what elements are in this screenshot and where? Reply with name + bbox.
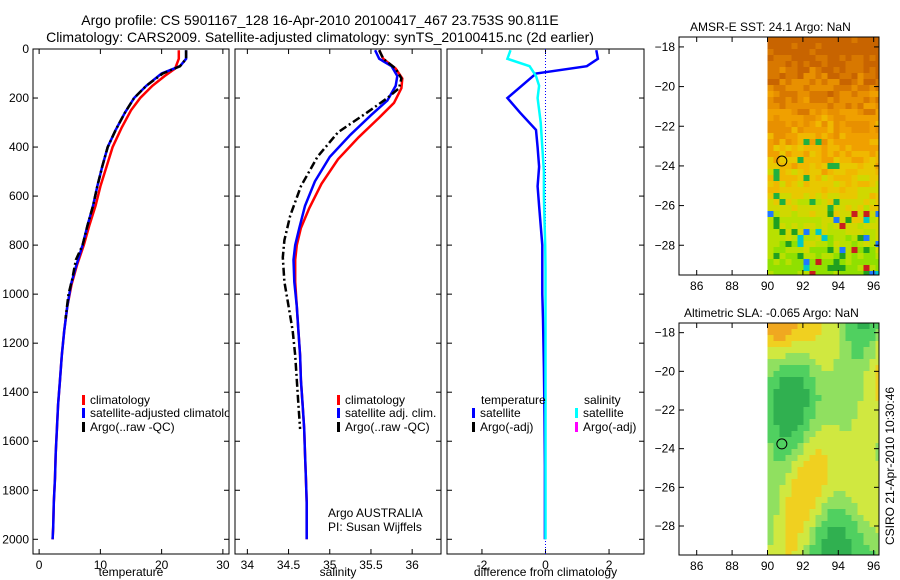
argo-pi-label: PI: Susan Wijffels [328,520,422,534]
sla-map-ytick-label: −20 [655,364,676,378]
sla-map-xtick-label: 92 [796,559,810,573]
sst-map-ytick-label: −28 [655,238,676,252]
sla-map-frame [678,322,880,556]
temp-legend-satellite-swatch [82,408,85,418]
plot-title-line-1: Argo profile: CS 5901167_128 16-Apr-2010… [81,12,559,28]
sla-map-xtick-label: 96 [867,559,881,573]
difference-xtick-label: 0 [542,558,549,572]
sst-map-ytick-label: −18 [655,40,676,54]
sal-legend-satellite: satellite adj. clim. [345,406,436,420]
sla-map-xtick-label: 86 [690,559,704,573]
sst-map-xtick-label: 96 [867,279,881,293]
sst-map-title: AMSR-E SST: 24.1 Argo: NaN [690,20,851,34]
depth-tick-label: 600 [9,189,29,203]
sst-map-ytick-label: −26 [655,199,676,213]
difference-series-temperature-satellite [505,49,600,540]
salinity-xtick-label: 34 [241,558,255,572]
sst-map-ytick-label: −20 [655,80,676,94]
sst-map-frame [678,36,880,276]
sal-legend-climatology: climatology [345,393,405,407]
sst-map-field [767,37,879,275]
plot-title-line-2: Climatology: CARS2009. Satellite-adjuste… [46,29,594,45]
sla-map-xtick-label: 88 [725,559,739,573]
temperature-xtick-label: 20 [155,558,169,572]
temperature-axes-frame [32,48,230,555]
sla-map-xtick-label: 90 [761,559,775,573]
sla-map-title: Altimetric SLA: -0.065 Argo: NaN [684,306,859,320]
temperature-xtick-label: 0 [36,558,43,572]
temp-legend-climatology-swatch [82,395,85,405]
depth-tick-label: 1000 [2,287,29,301]
depth-tick-label: 2000 [2,532,29,546]
difference-xlabel: difference from climatology [474,565,617,579]
sst-map-xtick-label: 88 [725,279,739,293]
depth-tick-label: 1600 [2,434,29,448]
sst-map-ytick-label: −24 [655,159,676,173]
sla-argo-location-marker [776,438,788,450]
salinity-xlabel: salinity [320,565,357,579]
diff-legend-temp-argo: Argo(-adj) [480,420,533,434]
difference-series-salinity-satellite [505,49,547,540]
sal-legend-argo: Argo(..raw -QC) [345,420,430,434]
temperature-xlabel: temperature [99,565,164,579]
depth-tick-label: 1800 [2,483,29,497]
diff-legend-salinity-header: salinity [584,393,621,407]
diff-legend-sal-argo-swatch [575,422,578,432]
difference-xtick-label: 2 [606,558,613,572]
salinity-xtick-label: 34.5 [277,558,301,572]
diff-legend-sal-satellite: satellite [583,406,624,420]
sst-map-xtick-label: 94 [832,279,846,293]
salinity-axes-frame [234,48,442,555]
diff-legend-temp-satellite-swatch [472,408,475,418]
depth-tick-label: 1400 [2,385,29,399]
salinity-xtick-label: 35.5 [359,558,383,572]
sst-map-ytick-label: −22 [655,119,676,133]
sst-map-xtick-label: 92 [796,279,810,293]
temp-legend-argo-swatch [82,422,85,432]
temperature-series-argo-raw-qc [64,50,188,319]
sal-legend-climatology-swatch [337,395,340,405]
sla-map-ytick-label: −28 [655,519,676,533]
diff-legend-temp-argo-swatch [472,422,475,432]
salinity-series-satellite-adj-clim [292,49,399,540]
temp-legend-argo: Argo(..raw -QC) [90,420,175,434]
depth-tick-label: 400 [9,140,29,154]
temperature-xtick-label: 10 [94,558,108,572]
sla-map-ytick-label: −18 [655,326,676,340]
temp-legend-satellite: satellite-adjusted climatology [90,406,243,420]
sla-map-ytick-label: −22 [655,403,676,417]
salinity-xtick-label: 35 [323,558,337,572]
diff-legend-sal-satellite-swatch [575,408,578,418]
temp-legend-climatology: climatology [90,393,150,407]
sal-legend-satellite-swatch [337,408,340,418]
difference-xtick-label: -2 [477,558,488,572]
argo-owner-label: Argo AUSTRALIA [328,506,423,520]
temperature-xtick-label: 30 [216,558,230,572]
diff-legend-temperature-header: temperature [481,393,546,407]
sst-map-xtick-label: 90 [761,279,775,293]
sla-map-ytick-label: −26 [655,480,676,494]
salinity-series-argo-raw-qc [281,49,403,430]
sla-map-field [767,323,879,555]
diff-legend-temp-satellite: satellite [480,406,521,420]
sst-argo-location-marker [776,155,788,167]
sla-map-ytick-label: −24 [655,442,676,456]
sal-legend-argo-swatch [337,422,340,432]
sst-map-xtick-label: 86 [690,279,704,293]
depth-tick-label: 200 [9,91,29,105]
depth-tick-label: 800 [9,238,29,252]
sla-map-xtick-label: 94 [832,559,846,573]
diff-legend-sal-argo: Argo(-adj) [583,420,636,434]
depth-tick-label: 1200 [2,336,29,350]
salinity-xtick-label: 36 [405,558,419,572]
depth-tick-label: 0 [22,42,29,56]
